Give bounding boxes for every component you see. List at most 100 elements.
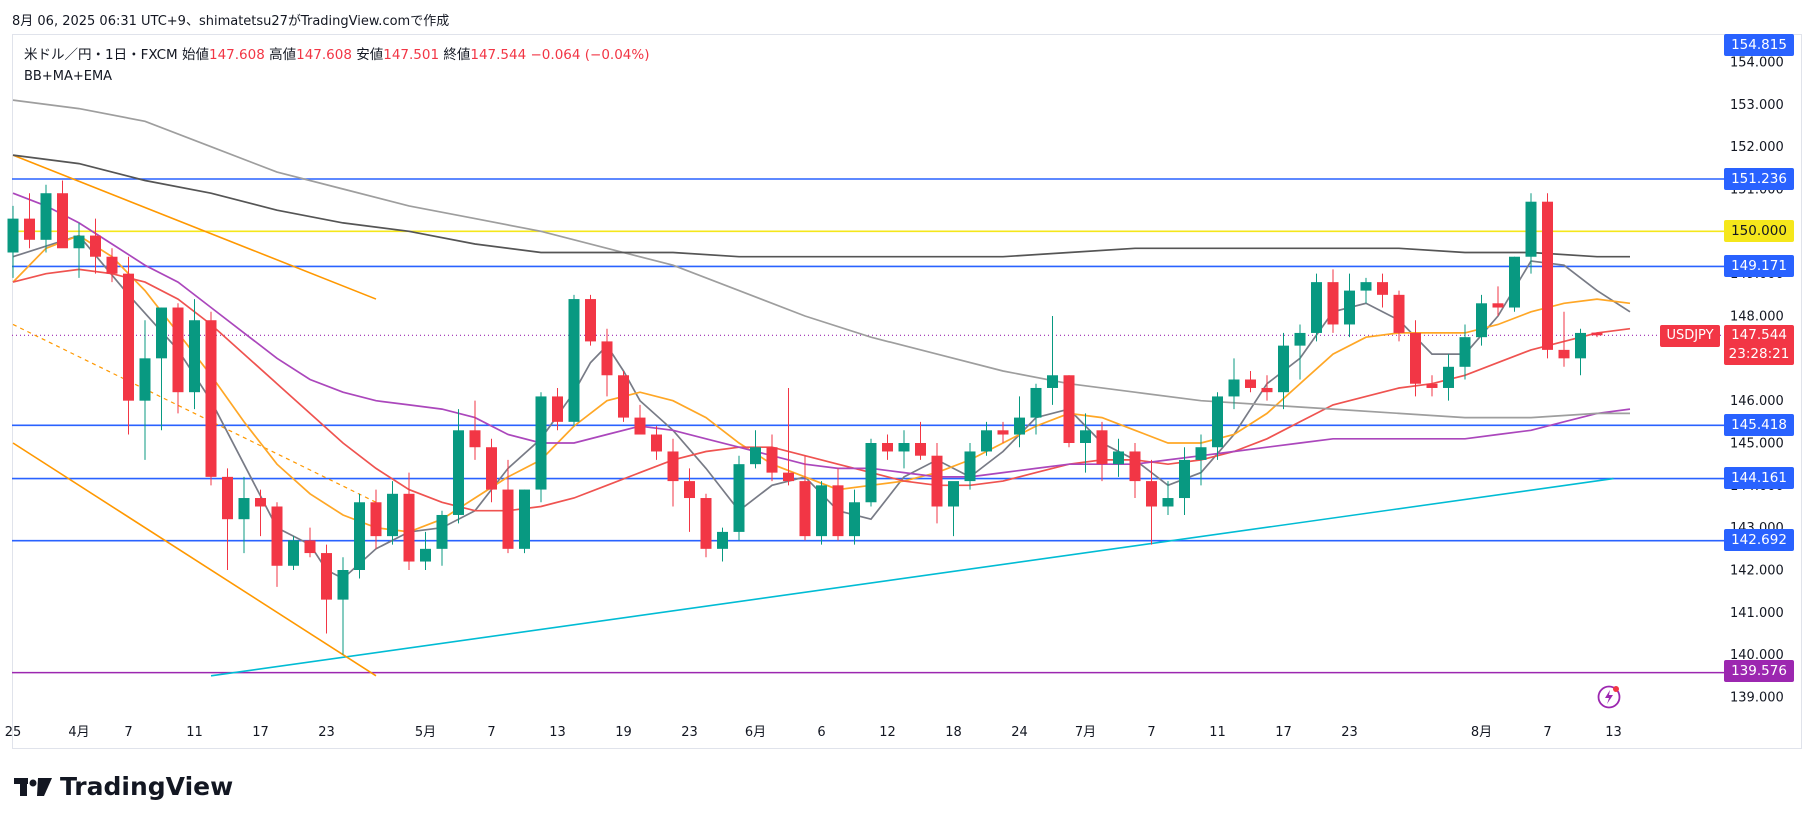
legend-indicators[interactable]: BB+MA+EMA: [24, 69, 113, 84]
candle-body: [1228, 379, 1240, 397]
x-axis-tick-label: 23: [318, 725, 335, 740]
candle-body: [1360, 282, 1372, 291]
candle-body: [1542, 201, 1553, 350]
candle-body: [1393, 294, 1405, 333]
candle-body: [222, 476, 233, 520]
current-price-tag: 147.544 23:28:21: [1724, 325, 1794, 365]
candle-body: [321, 553, 332, 600]
candle-body: [585, 299, 596, 342]
moving-average-line: [12, 99, 1630, 419]
y-axis-tick-label: 154.000: [1730, 56, 1784, 71]
x-axis-tick-label: 6: [817, 725, 825, 740]
legend-open-label: 始値: [182, 47, 209, 63]
candle-body: [783, 472, 794, 482]
x-axis-tick-label: 7: [487, 725, 495, 740]
y-axis-tick-label: 139.000: [1730, 691, 1784, 706]
x-axis-tick-label: 13: [549, 725, 566, 740]
candle-body: [1476, 303, 1487, 338]
trend-line: [12, 323, 377, 503]
candle-body: [1426, 383, 1438, 388]
moving-average-line: [12, 192, 1631, 478]
trend-line: [12, 154, 377, 300]
candle-body: [172, 307, 184, 393]
candle-body: [403, 493, 415, 562]
candle-body: [337, 570, 349, 600]
candle-body: [1146, 481, 1157, 507]
candle-body: [502, 489, 514, 549]
candle-body: [1212, 396, 1223, 448]
candle-body: [1113, 451, 1124, 465]
candle-body: [304, 540, 316, 554]
bar-countdown: 23:28:21: [1728, 346, 1790, 362]
y-axis-tick-label: 153.000: [1730, 98, 1784, 113]
candle-body: [799, 481, 811, 537]
x-axis-tick-label: 19: [615, 725, 632, 740]
candle-body: [1311, 282, 1322, 333]
candle-body: [717, 531, 728, 549]
candle-body: [1459, 337, 1471, 367]
legend-open-value: 147.608: [209, 47, 265, 63]
moving-average-line: [12, 268, 1631, 512]
x-axis-tick-label: 7: [1147, 725, 1155, 740]
candle-body: [106, 256, 118, 274]
candle-body: [898, 443, 910, 452]
candle-body: [1575, 332, 1586, 359]
price-tag-145: 145.418: [1724, 414, 1794, 436]
x-axis-tick-label: 7: [124, 725, 132, 740]
price-tag-151: 151.236: [1724, 168, 1794, 190]
candle-body: [552, 396, 563, 422]
candle-body: [24, 218, 35, 240]
candle-body: [1525, 201, 1537, 257]
x-axis-tick-label: 25: [5, 725, 22, 740]
candle-body: [387, 493, 398, 537]
candle-body: [238, 498, 250, 520]
tradingview-logo[interactable]: TradingView: [14, 772, 233, 801]
legend-symbol[interactable]: 米ドル／円・1日・FXCM: [24, 47, 178, 63]
candle-body: [1162, 498, 1174, 507]
candle-body: [915, 443, 926, 456]
candle-body: [1195, 447, 1207, 460]
candle-body: [1080, 430, 1091, 443]
chart-legend: 米ドル／円・1日・FXCM 始値147.608 高値147.608 安値147.…: [24, 45, 649, 87]
candle-body: [1492, 303, 1504, 308]
candle-body: [964, 451, 976, 482]
x-axis-tick-label: 23: [1341, 725, 1358, 740]
candle-body: [931, 455, 943, 507]
candle-body: [1443, 366, 1454, 388]
y-axis-tick-label: 148.000: [1730, 310, 1784, 325]
candle-body: [139, 358, 151, 401]
chart-frame[interactable]: [12, 34, 1802, 749]
candle-body: [849, 502, 860, 537]
chart-header-caption: 8月 06, 2025 06:31 UTC+9、shimatetsu27がTra…: [12, 14, 450, 29]
tradingview-logo-icon: [14, 777, 52, 796]
candle-body: [684, 481, 695, 499]
candle-body: [1558, 349, 1570, 359]
y-axis-tick-label: 141.000: [1730, 606, 1784, 621]
trend-line: [12, 442, 377, 677]
price-chart[interactable]: 154.000153.000152.000151.000150.000149.0…: [0, 0, 1814, 760]
candle-body: [420, 548, 431, 562]
price-tag-149: 149.171: [1724, 255, 1794, 277]
candle-body: [90, 235, 101, 257]
x-axis-tick-label: 4月: [68, 725, 89, 740]
legend-high-label: 高値: [269, 47, 297, 63]
candle-body: [7, 218, 19, 253]
x-axis-tick-label: 6月: [745, 725, 766, 740]
candle-body: [1179, 459, 1190, 499]
x-axis-tick-label: 23: [681, 725, 698, 740]
candle-body: [1410, 332, 1421, 384]
x-axis-tick-label: 7月: [1075, 725, 1096, 740]
candle-body: [436, 514, 448, 549]
candle-body: [469, 430, 481, 448]
candle-body: [733, 464, 745, 532]
current-price-value: 147.544: [1731, 327, 1787, 343]
candle-body: [832, 485, 844, 537]
candle-body: [948, 481, 959, 507]
lightning-icon[interactable]: [1596, 684, 1622, 710]
candle-body: [1030, 387, 1042, 418]
candle-body: [255, 498, 266, 507]
candle-body: [634, 417, 646, 435]
candle-body: [1327, 282, 1339, 325]
candle-body: [766, 447, 778, 473]
candle-body: [535, 396, 547, 490]
